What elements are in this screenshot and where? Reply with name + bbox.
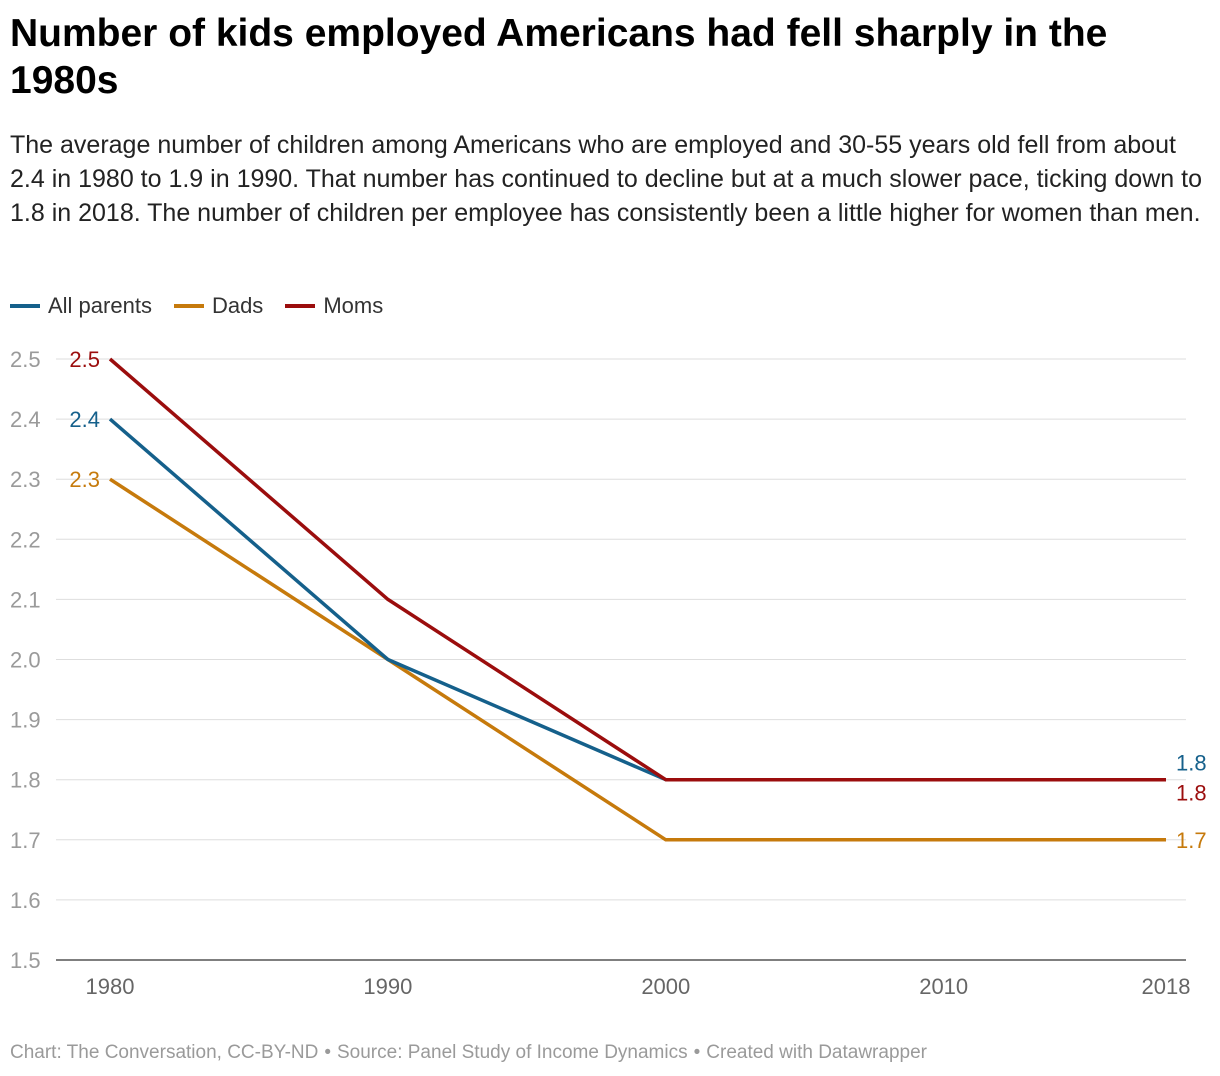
chart-footer: Chart: The Conversation, CC-BY-ND • Source… xyxy=(10,1040,927,1066)
grid-lines xyxy=(56,358,1186,961)
footer-chart-credit: Chart: The Conversation, CC-BY-ND xyxy=(10,1042,319,1063)
legend-item-all-parents: All parents xyxy=(10,291,152,321)
line-chart: 2.52.42.32.22.12.01.91.81.71.61.5 1980 19… xyxy=(10,347,1207,999)
legend-swatch-all-parents xyxy=(10,304,40,308)
footer-created-with: Created with Datawrapper xyxy=(706,1042,927,1063)
legend-swatch-dads xyxy=(173,304,204,308)
y-axis: 2.5 2.4 2.3 2.2 2.1 2.0 1.9 1.8 1.7 1.6 1.5 xyxy=(10,347,41,973)
end-label-all-parents: 1.8 xyxy=(1176,751,1207,776)
legend-label-moms: Moms xyxy=(323,293,384,318)
footer-separator: • xyxy=(324,1042,331,1063)
data-labels: 2.4 2.3 2.5 1.8 1.7 1.8 xyxy=(69,347,1206,853)
x-tick-label: 1990 xyxy=(363,974,412,999)
legend-item-moms: Moms xyxy=(285,291,383,321)
start-label-moms: 2.5 xyxy=(69,347,100,372)
x-tick-label: 2010 xyxy=(919,974,968,999)
legend-swatch-moms xyxy=(285,304,316,308)
y-tick-label: 2.2 xyxy=(10,527,41,552)
y-tick-label: 1.9 xyxy=(10,708,41,733)
legend-label-all-parents: All parents xyxy=(48,293,152,318)
x-tick-label: 1980 xyxy=(86,974,135,999)
series-line-dads xyxy=(109,477,1166,842)
end-label-moms: 1.8 xyxy=(1176,781,1207,806)
end-label-dads: 1.7 xyxy=(1176,828,1207,853)
chart-subtitle: The average number of children among Ame… xyxy=(10,131,1202,227)
chart-legend: All parents Dads Moms xyxy=(10,291,405,321)
chart-title: Number of kids employed Americans had fe… xyxy=(10,12,1108,102)
y-tick-label: 1.8 xyxy=(10,768,41,793)
y-tick-label: 2.5 xyxy=(10,347,41,372)
legend-item-dads: Dads xyxy=(173,291,264,321)
footer-separator: • xyxy=(693,1042,701,1063)
legend-label-dads: Dads xyxy=(211,293,264,318)
x-axis: 1980 1990 2000 2010 2018 xyxy=(86,974,1191,999)
y-tick-label: 2.0 xyxy=(10,648,41,673)
series-line-moms xyxy=(108,357,1166,782)
start-label-all-parents: 2.4 xyxy=(69,407,100,432)
y-tick-label: 2.4 xyxy=(10,407,41,432)
y-tick-label: 1.7 xyxy=(10,828,41,853)
y-tick-label: 1.5 xyxy=(10,948,41,973)
start-label-dads: 2.3 xyxy=(69,467,100,492)
x-tick-label: 2018 xyxy=(1142,974,1191,999)
footer-source: Source: Panel Study of Income Dynamics xyxy=(337,1042,688,1063)
y-tick-label: 2.3 xyxy=(10,467,41,492)
x-tick-label: 2000 xyxy=(641,974,690,999)
y-tick-label: 1.6 xyxy=(10,888,41,913)
series-lines xyxy=(108,357,1166,842)
y-tick-label: 2.1 xyxy=(10,587,41,612)
